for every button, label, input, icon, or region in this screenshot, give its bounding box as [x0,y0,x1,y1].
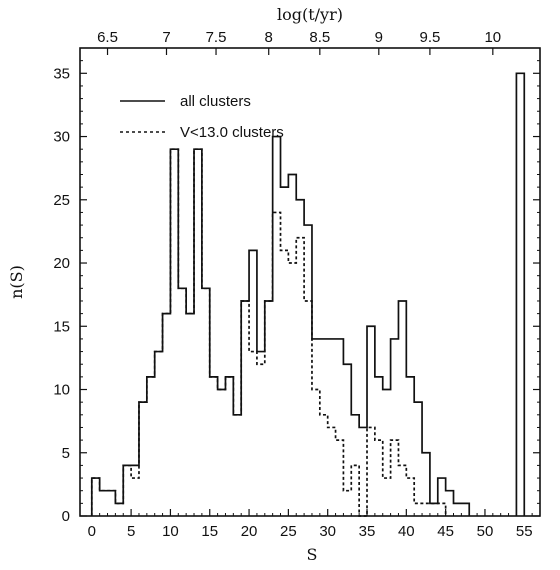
ticks: 0 5 10 15 20 25 30 35 40 45 50 55 0 5 10 15 20 25 30 35 6.5 7… [53,29,540,540]
y-tick-label: 30 [53,129,70,146]
x-tick-label: 0 [88,523,96,540]
x-tick-label: 20 [241,523,258,540]
y-tick-label: 25 [53,192,70,209]
x-tick-label: 30 [319,523,336,540]
top-tick-label: 10 [484,29,501,46]
series-line-all-clusters [90,72,526,516]
x-tick-label: 25 [280,523,297,540]
y-tick-label: 35 [53,65,70,82]
y-tick-label: 10 [53,382,70,399]
legend-label-v13-clusters: V<13.0 clusters [180,124,284,141]
x-tick-label: 45 [437,523,454,540]
x-tick-label: 5 [127,523,135,540]
top-tick-label: 8 [265,29,273,46]
x-tick-label: 50 [477,523,494,540]
x-axis-title: S [307,545,318,564]
legend: all clusters V<13.0 clusters [120,93,284,141]
x-tick-label: 40 [398,523,415,540]
y-tick-label: 15 [53,318,70,335]
y-tick-label: 5 [62,445,70,462]
top-tick-label: 6.5 [97,29,118,46]
x-tick-label: 15 [201,523,218,540]
series-line-v13-clusters [90,148,447,517]
y-tick-label: 20 [53,255,70,272]
top-tick-label: 8.5 [309,29,330,46]
y-tick-label: 0 [62,508,70,525]
x-tick-label: 10 [162,523,179,540]
legend-label-all-clusters: all clusters [180,93,251,110]
x-tick-label: 35 [359,523,376,540]
top-tick-label: 7 [162,29,170,46]
top-axis-title: log(t/yr) [277,5,343,24]
top-tick-label: 9 [375,29,383,46]
series [90,72,526,517]
y-axis-title: n(S) [7,265,26,299]
x-tick-label: 55 [516,523,533,540]
top-tick-label: 9.5 [419,29,440,46]
top-tick-label: 7.5 [206,29,227,46]
plot-frame [79,47,541,517]
